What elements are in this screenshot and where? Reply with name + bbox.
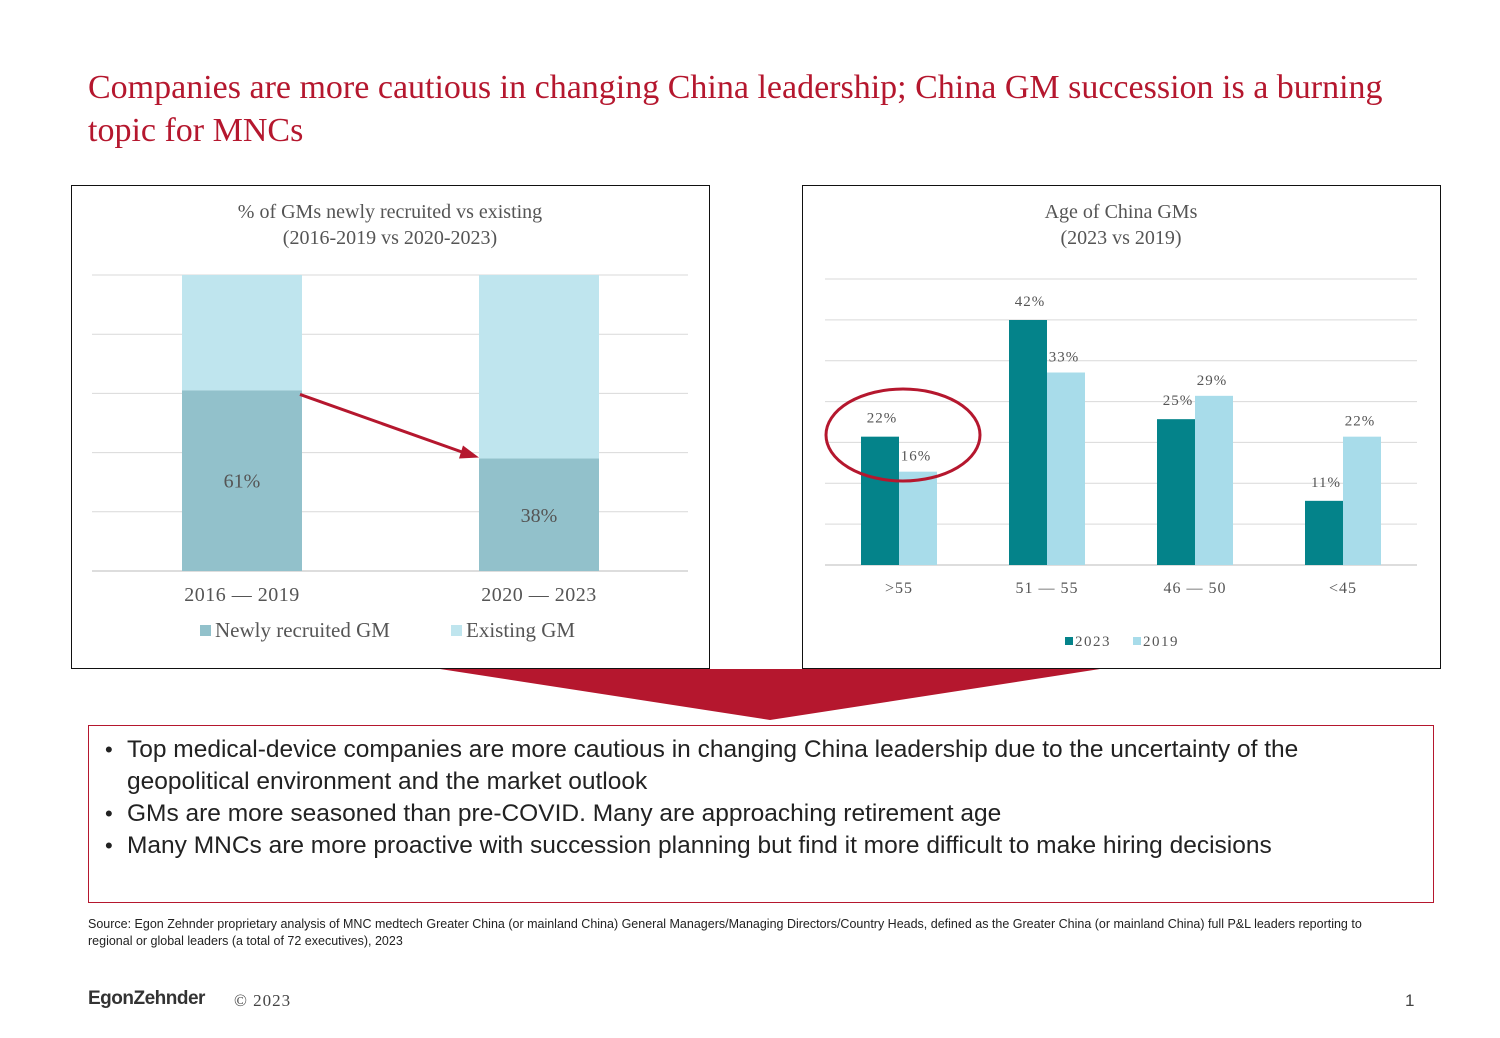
trend-arrow-line xyxy=(299,393,470,456)
chart-title: % of GMs newly recruited vs existing xyxy=(238,201,542,223)
bar-existing-gm xyxy=(182,275,302,391)
legend-label: 2023 xyxy=(1075,634,1111,650)
source-note: Source: Egon Zehnder proprietary analysi… xyxy=(88,917,1362,948)
bar-2023 xyxy=(1305,500,1343,565)
summary-list: Top medical-device companies are more ca… xyxy=(103,734,1419,862)
legend-swatch-2023 xyxy=(1065,637,1073,645)
category-label: 2020 — 2023 xyxy=(481,584,597,606)
data-label-2019: 16% xyxy=(901,449,932,465)
summary-bullet: Top medical-device companies are more ca… xyxy=(103,734,1419,798)
chart-title: (2023 vs 2019) xyxy=(1060,227,1181,249)
bar-2023 xyxy=(1157,419,1195,565)
legend-label: Existing GM xyxy=(466,618,575,642)
data-label-2023: 25% xyxy=(1163,393,1194,409)
stacked-chart-panel: % of GMs newly recruited vs existing (201… xyxy=(71,185,710,669)
legend-label: 2019 xyxy=(1143,634,1179,650)
bar-2019 xyxy=(1195,395,1233,565)
summary-box: Top medical-device companies are more ca… xyxy=(88,725,1434,903)
data-label-2023: 42% xyxy=(1015,294,1046,310)
summary-bullet: Many MNCs are more proactive with succes… xyxy=(103,830,1419,862)
legend-label: Newly recruited GM xyxy=(215,618,390,642)
chart-title: Age of China GMs xyxy=(1045,201,1198,223)
egon-zehnder-logo: EgonZehnder xyxy=(88,988,205,1009)
bar-2023 xyxy=(861,436,899,565)
category-label: 2016 — 2019 xyxy=(184,584,300,606)
age-chart-panel: Age of China GMs (2023 vs 2019) 22% 16% >55 4… xyxy=(802,185,1441,669)
stacked-bar-chart: % of GMs newly recruited vs existing (201… xyxy=(92,201,688,642)
highlight-circle xyxy=(824,387,982,483)
legend-swatch-newly-recruited xyxy=(200,625,211,636)
trend-arrow-head xyxy=(459,445,479,459)
page-number: 1 xyxy=(1405,991,1415,1010)
chart-title: (2016-2019 vs 2020-2023) xyxy=(283,227,497,249)
bar-existing-gm xyxy=(479,275,599,459)
bar-newly-recruited-gm xyxy=(182,390,302,571)
data-label-2019: 33% xyxy=(1049,350,1080,366)
data-label-2019: 22% xyxy=(1345,414,1376,430)
category-label: >55 xyxy=(885,580,913,597)
data-label-2019: 29% xyxy=(1197,373,1228,389)
bar-2023 xyxy=(1009,320,1047,565)
data-label: 38% xyxy=(521,505,558,527)
category-label: 46 — 50 xyxy=(1164,580,1227,597)
page-title: Companies are more cautious in changing … xyxy=(88,69,1383,149)
grouped-bar-chart: Age of China GMs (2023 vs 2019) 22% 16% >55 4… xyxy=(824,201,1417,650)
bar-2019 xyxy=(1047,372,1085,565)
bar-newly-recruited-gm xyxy=(479,458,599,571)
category-label: 51 — 55 xyxy=(1016,580,1079,597)
data-label: 61% xyxy=(224,471,261,493)
legend-swatch-existing xyxy=(451,625,462,636)
category-label: <45 xyxy=(1329,580,1357,597)
data-label-2023: 22% xyxy=(867,411,898,427)
legend-swatch-2019 xyxy=(1133,637,1141,645)
copyright-text: © 2023 xyxy=(234,991,292,1010)
bar-2019 xyxy=(1343,436,1381,565)
data-label-2023: 11% xyxy=(1311,475,1341,491)
summary-bullet: GMs are more seasoned than pre-COVID. Ma… xyxy=(103,798,1419,830)
bar-2019 xyxy=(899,471,937,565)
